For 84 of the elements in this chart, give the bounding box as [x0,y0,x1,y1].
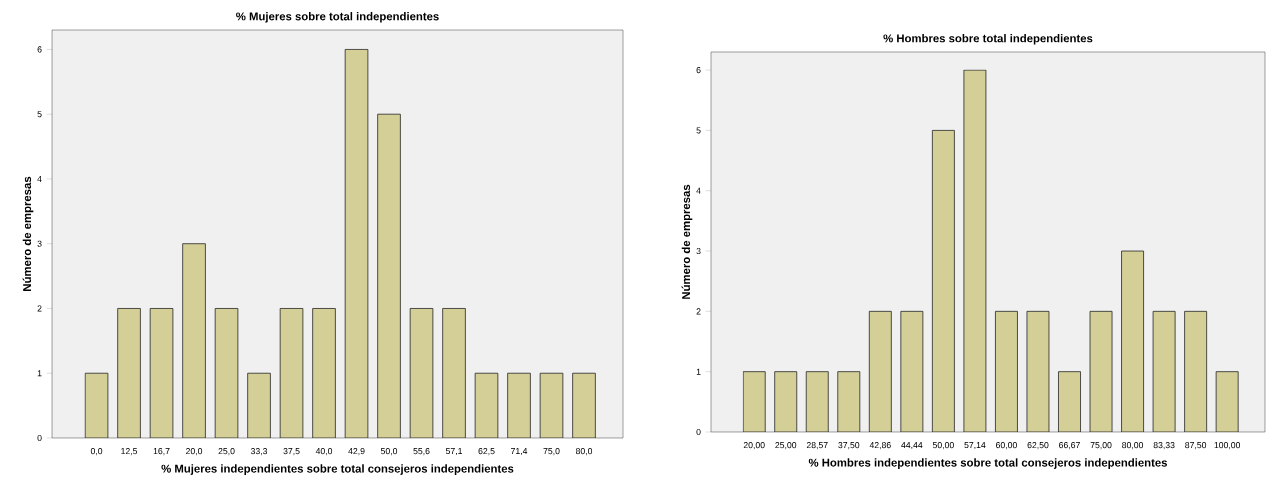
y-axis-title: Número de empresas [22,176,34,291]
x-tick-label: 33,3 [250,448,268,456]
x-tick-label: 80,0 [575,448,593,456]
y-tick-label: 0 [37,434,42,442]
x-tick-label: 16,7 [153,448,170,456]
x-tick-label: 40,0 [315,448,333,456]
bar [280,308,303,438]
bar [868,310,892,432]
chart-title: % Mujeres sobre total independientes [236,12,439,23]
y-axis-title: Número de empresas [681,184,693,299]
x-tick-label: 55,6 [413,448,430,456]
x-tick-label: 57,14 [964,442,986,450]
x-tick-label: 62,5 [478,448,495,456]
bar [742,371,766,432]
bar [1184,310,1208,432]
y-tick-label: 2 [696,308,701,315]
x-tick-label: 60,00 [996,442,1017,450]
x-tick-label: 87,50 [1185,442,1207,450]
bar [931,130,955,432]
x-axis-title: % Mujeres independientes sobre total consejeros independientes [161,464,514,475]
bar [774,371,798,432]
bar [247,373,271,438]
x-tick-label: 0,0 [90,448,103,456]
x-tick-label: 12,5 [121,448,138,456]
y-tick-label: 0 [696,428,701,436]
bar [410,308,433,438]
bar [377,114,401,438]
x-tick-label: 75,00 [1090,442,1112,450]
bar [837,371,861,432]
x-tick-label: 37,50 [838,442,860,450]
x-tick-label: 20,0 [186,448,203,456]
bar [995,310,1018,432]
x-tick-label: 37,5 [283,448,300,456]
x-tick-label: 20,00 [743,442,765,450]
bar [900,310,924,432]
y-tick-label: 4 [696,187,701,194]
x-tick-label: 50,00 [932,442,954,450]
x-tick-label: 42,86 [869,442,891,450]
y-tick-label: 1 [696,368,701,375]
x-tick-label: 57,1 [445,448,463,456]
y-tick-label: 5 [37,111,42,118]
bar [182,243,206,438]
x-tick-label: 100,00 [1214,442,1241,450]
x-tick-label: 83,33 [1153,442,1175,450]
bar [215,308,238,438]
y-tick-label: 3 [37,240,42,247]
x-tick-label: 75,0 [543,448,560,456]
x-tick-label: 50,0 [380,448,398,456]
y-tick-label: 6 [696,67,701,74]
bar [1089,310,1113,432]
x-tick-label: 42,9 [348,448,365,456]
bar [1026,310,1050,432]
bar [963,69,987,432]
bar [805,371,829,432]
bar [442,308,466,438]
y-tick-label: 3 [696,247,701,255]
x-axis-title: % Hombres independientes sobre total consejeros independientes [808,458,1167,469]
x-tick-label: 25,0 [218,448,235,456]
bar [345,49,368,438]
x-tick-label: 62,50 [1027,442,1049,450]
y-tick-label: 6 [37,46,42,53]
bar [1215,371,1239,432]
x-tick-label: 44,44 [901,442,923,450]
x-tick-label: 25,00 [775,442,797,450]
y-tick-label: 4 [37,175,42,182]
bar [475,373,498,438]
x-tick-label: 28,57 [806,442,828,450]
bar [312,308,336,438]
bar [540,373,563,438]
bar [85,373,108,438]
bar [572,372,596,438]
x-tick-label: 80,00 [1122,442,1144,450]
bar [1152,310,1176,432]
x-tick-label: 66,67 [1059,442,1080,450]
x-tick-label: 71,4 [511,448,528,456]
bar [507,373,531,438]
bar [117,308,141,438]
bar [150,308,173,438]
bar [1058,371,1081,432]
y-tick-label: 5 [696,127,701,134]
chart-title: % Hombres sobre total independientes [883,34,1093,45]
y-tick-label: 2 [37,305,42,312]
y-tick-label: 1 [37,370,42,377]
bar [1121,250,1144,432]
